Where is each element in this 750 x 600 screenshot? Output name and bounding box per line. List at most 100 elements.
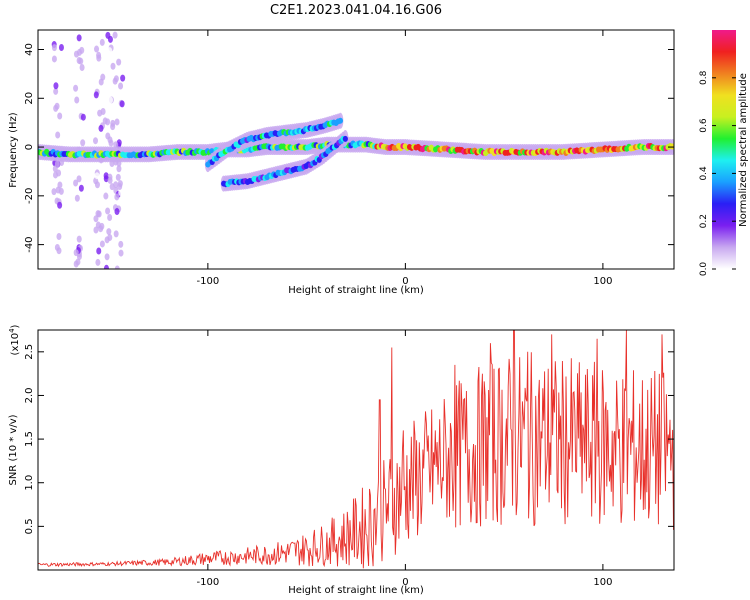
spectrogram-trace-point <box>337 117 343 124</box>
colorbar-label: Normalized spectral amplitude <box>738 73 749 227</box>
y-tick-label: 0 <box>24 144 35 150</box>
colorbar-gradient <box>712 30 736 269</box>
spectrogram-speckle <box>105 118 111 126</box>
spectrogram-speckle <box>110 123 116 131</box>
spectrogram-speckle <box>107 35 113 43</box>
y-tick-label: -40 <box>24 236 35 252</box>
spectrogram-speckle <box>58 43 64 51</box>
spectrogram-speckle <box>51 188 57 196</box>
spectrogram-speckle <box>57 201 63 209</box>
spectrogram-speckle <box>96 210 102 218</box>
spectrogram-speckle <box>96 247 102 255</box>
spectrogram-speckle <box>104 253 110 261</box>
spectrogram-speckle <box>93 226 99 234</box>
snr-marks <box>38 330 674 569</box>
spectrogram-speckle <box>107 136 113 144</box>
x-tick-label: -100 <box>197 577 220 588</box>
spectrogram-speckle <box>116 165 122 173</box>
spectrogram-speckle <box>99 222 105 230</box>
spectrogram-speckle <box>118 82 124 90</box>
y-tick-label: 40 <box>24 43 35 56</box>
spectrogram-speckle <box>79 225 85 233</box>
snr-y-ticks: 0.5 1.0 1.5 2.0 2.5 <box>24 344 674 534</box>
spectrogram-speckle <box>105 207 111 215</box>
spectrogram-speckle <box>54 243 60 251</box>
spectrogram-speckle <box>57 181 63 189</box>
spectrogram-speckle <box>114 265 120 269</box>
spectrogram-speckle <box>118 240 124 248</box>
spectrogram-speckle <box>53 171 59 179</box>
snr-x-ticks: -100 0 100 <box>197 330 612 588</box>
spectrogram-x-ticks: -100 0 100 <box>197 30 612 287</box>
spectrogram-trace-point <box>669 143 674 150</box>
spectrogram-speckle <box>113 75 119 83</box>
spectrogram-speckle <box>116 58 122 66</box>
spectrogram-speckle <box>56 232 62 240</box>
spectrogram-speckle <box>51 55 57 63</box>
spectrogram-speckle <box>75 258 81 266</box>
spectrogram-speckle <box>113 230 119 238</box>
spectrogram-speckle <box>79 46 85 54</box>
spectrogram-speckle <box>73 84 79 92</box>
spectrogram-speckle <box>100 73 106 81</box>
spectrogram-speckle <box>113 181 119 189</box>
spectrogram-speckle <box>110 62 116 70</box>
spectrogram-speckle <box>54 102 60 110</box>
spectrogram-speckle <box>114 208 120 216</box>
spectrogram-speckle <box>76 175 82 183</box>
figure-title: C2E1.2023.041.04.16.G06 <box>270 3 442 18</box>
colorbar-tick-label: 0.2 <box>699 214 709 228</box>
snr-background <box>38 330 674 570</box>
colorbar-tick-label: 0.0 <box>699 262 709 277</box>
y-tick-label: 1.5 <box>24 431 35 447</box>
spectrogram-speckle <box>54 160 60 168</box>
spectrogram-speckle <box>104 236 110 244</box>
spectrogram-speckle <box>117 183 123 191</box>
spectrogram-speckle <box>108 96 114 104</box>
spectrogram-speckle <box>99 240 105 248</box>
spectrogram-speckle <box>118 189 124 197</box>
spectrogram-speckle <box>51 44 57 52</box>
spectrogram-speckle <box>94 172 100 180</box>
spectrogram-speckle <box>115 173 121 181</box>
spectrogram-speckle <box>107 47 113 55</box>
spectrogram-panel: -100 0 100 -40 -20 0 20 40 Height of straight … <box>8 29 675 296</box>
spectrogram-speckle <box>107 214 113 222</box>
spectrogram-speckle <box>94 181 100 189</box>
spectrogram-speckle <box>55 131 61 139</box>
colorbar-tick-label: 0.6 <box>699 118 709 133</box>
spectrogram-speckle <box>53 82 59 90</box>
spectrogram-speckle <box>100 108 106 116</box>
spectrogram-speckle <box>76 34 82 42</box>
spectrogram-speckle <box>93 137 99 145</box>
spectrogram-x-label: Height of straight line (km) <box>288 285 424 296</box>
spectrogram-speckle <box>112 31 118 39</box>
colorbar-ticks: 0.0 0.2 0.4 0.6 0.8 <box>699 70 736 276</box>
spectrogram-y-ticks: -40 -20 0 20 40 <box>24 43 674 253</box>
spectrogram-speckle <box>78 184 84 192</box>
y-tick-label: 1.0 <box>24 475 35 491</box>
snr-x-label: Height of straight line (km) <box>288 585 424 596</box>
spectrogram-speckle <box>80 113 86 121</box>
y-tick-label: 2.5 <box>24 344 35 360</box>
spectrogram-trace-point <box>342 135 348 142</box>
spectrogram-speckle <box>94 45 100 53</box>
spectrogram-speckle <box>103 175 109 183</box>
spectrogram-speckle <box>74 194 80 202</box>
snr-y-label: SNR (10 * v/v) <box>8 414 19 485</box>
spectrogram-y-label: Frequency (Hz) <box>8 112 19 188</box>
y-tick-label: 0.5 <box>24 518 35 534</box>
spectrogram-speckle <box>120 74 126 82</box>
spectrogram-speckle <box>107 176 113 184</box>
spectrogram-speckle <box>79 63 85 71</box>
spectrogram-speckle <box>93 91 99 99</box>
spectrogram-speckle <box>80 139 86 147</box>
y-tick-label: 2.0 <box>24 388 35 404</box>
spectrogram-speckle <box>74 226 80 234</box>
spectrogram-speckle <box>80 202 86 210</box>
spectrogram-speckle <box>103 264 109 269</box>
spectrogram-speckle <box>96 51 102 59</box>
x-tick-label: 100 <box>593 577 612 588</box>
spectrogram-speckle <box>119 100 125 108</box>
